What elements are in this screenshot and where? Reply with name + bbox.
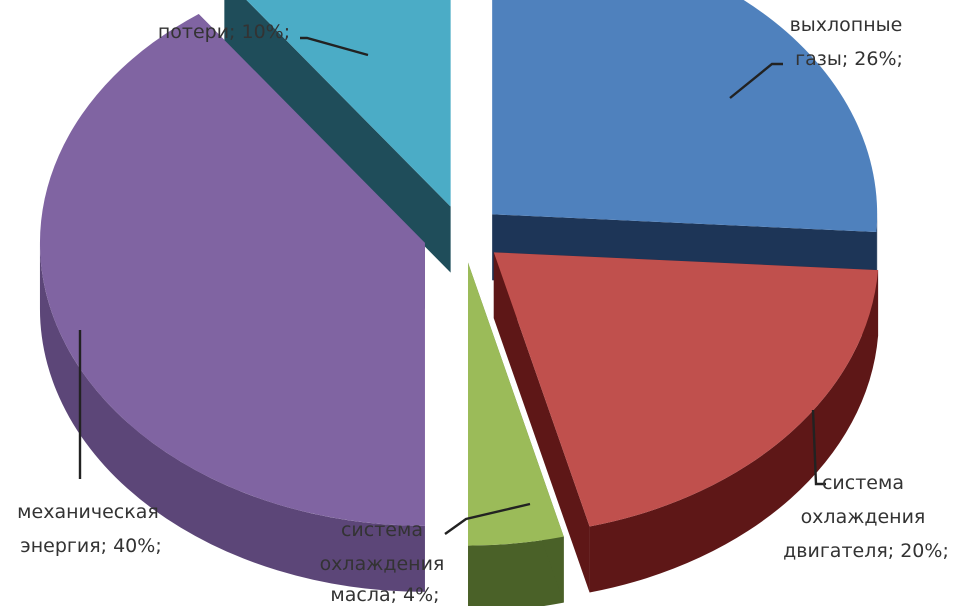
leader-line-oil-cooling xyxy=(444,502,531,535)
leader-line-exhaust xyxy=(729,62,783,99)
slice-label-engine-cooling: система охлаждения двигателя; 20%; xyxy=(783,472,949,562)
slice-side-engine_cooling xyxy=(589,270,879,593)
slice-cut-losses-0 xyxy=(224,0,451,273)
slice-top-losses xyxy=(246,0,451,207)
slice-side-mechanical xyxy=(39,242,425,592)
slice-label-losses: потери; 10%; xyxy=(158,21,290,43)
leader-lines xyxy=(78,36,826,535)
slice-top-oil_cooling xyxy=(468,262,564,546)
slice-cut-engine_cooling-1 xyxy=(493,252,590,593)
slice-tops xyxy=(39,0,879,546)
slice-side-oil_cooling xyxy=(468,536,564,606)
slice-label-oil-cooling: система охлаждения масла; 4%; xyxy=(320,519,451,606)
slice-top-mechanical xyxy=(39,13,425,526)
slice-label-mechanical: механическая энергия; 40%; xyxy=(17,501,165,557)
slice-top-engine_cooling xyxy=(493,252,879,527)
leader-line-engine-cooling xyxy=(811,409,826,486)
slice-top-exhaust xyxy=(492,0,878,233)
slice-label-exhaust: выхлопные газы; 26%; xyxy=(790,14,909,70)
leader-line-losses xyxy=(300,36,369,57)
